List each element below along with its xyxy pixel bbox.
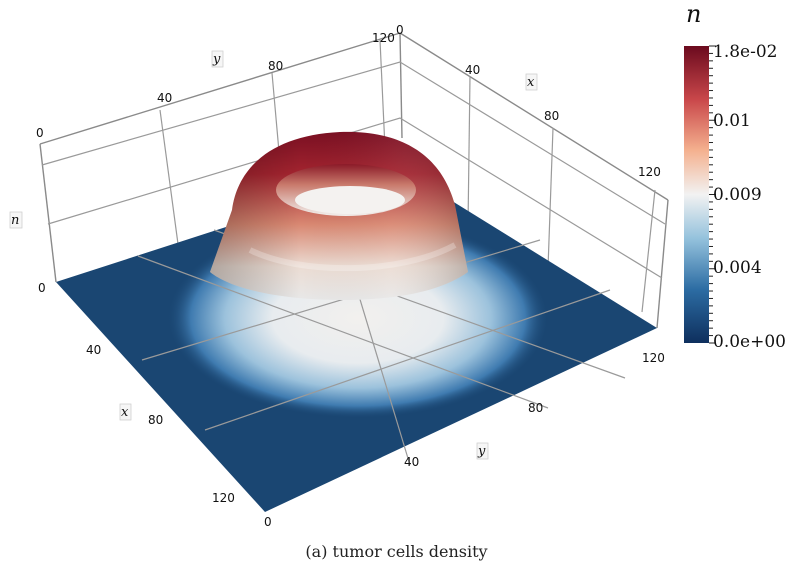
y-back-tick-0: 0	[36, 126, 44, 140]
back-grid	[39, 32, 669, 329]
colorbar-label-max: 1.8e-02	[713, 42, 777, 62]
y-front-axis-label: y	[477, 444, 486, 459]
back-wall-right-edge	[656, 199, 669, 329]
x-back-axis-label: x	[527, 75, 535, 90]
x-back-tick-120: 120	[638, 165, 661, 179]
x-front-tick-80: 80	[148, 413, 163, 427]
x-front-tick-40: 40	[86, 343, 101, 357]
z-axis-label: n	[11, 213, 19, 228]
back-grid-line-1	[41, 61, 666, 225]
back-wall-left-edge	[39, 143, 57, 283]
colorbar-gradient	[684, 46, 709, 343]
y-front-tick-80: 80	[528, 401, 543, 415]
colorbar-label-min: 0.0e+00	[713, 332, 786, 352]
back-wall-top-edge-left	[39, 32, 401, 145]
y-front-tick-40: 40	[404, 455, 419, 469]
figure-caption: (a) tumor cells density	[305, 542, 488, 561]
y-back-tick-80: 80	[268, 59, 283, 73]
colorbar-minor-ticks	[709, 45, 716, 344]
x-back-tick-40: 40	[465, 63, 480, 77]
ring-inner-floor	[295, 186, 405, 214]
colorbar-label-0.01: 0.01	[713, 111, 751, 131]
x-front-axis-label: x	[121, 405, 129, 420]
x-front-tick-120: 120	[212, 491, 235, 505]
front-origin-tick: 0	[264, 515, 272, 529]
back-wall-corner	[399, 32, 403, 139]
y-back-tick-40: 40	[157, 91, 172, 105]
front-axes: 0 0 0 40 80 120 40 80 120 40 80 120 0 40…	[9, 23, 665, 529]
back-grid-line-2	[47, 117, 663, 279]
colorbar-title: n	[686, 0, 701, 28]
origin-left-tick: 0	[38, 281, 46, 295]
x-back-tick-80: 80	[544, 109, 559, 123]
colorbar: n 1.8e-02 0.01 0.009 0.004 0.0e+00	[684, 0, 786, 352]
origin-top-tick: 0	[396, 23, 404, 37]
y-front-tick-120: 120	[642, 351, 665, 365]
back-wall-top-edge-right	[399, 32, 669, 201]
y-back-tick-120: 120	[372, 31, 395, 45]
ring-shading	[210, 131, 468, 300]
y-back-axis-label: y	[212, 52, 221, 67]
tumor-ring-surface	[210, 131, 468, 300]
colorbar-label-0.009: 0.009	[713, 185, 762, 205]
colorbar-label-0.004: 0.004	[713, 258, 762, 278]
